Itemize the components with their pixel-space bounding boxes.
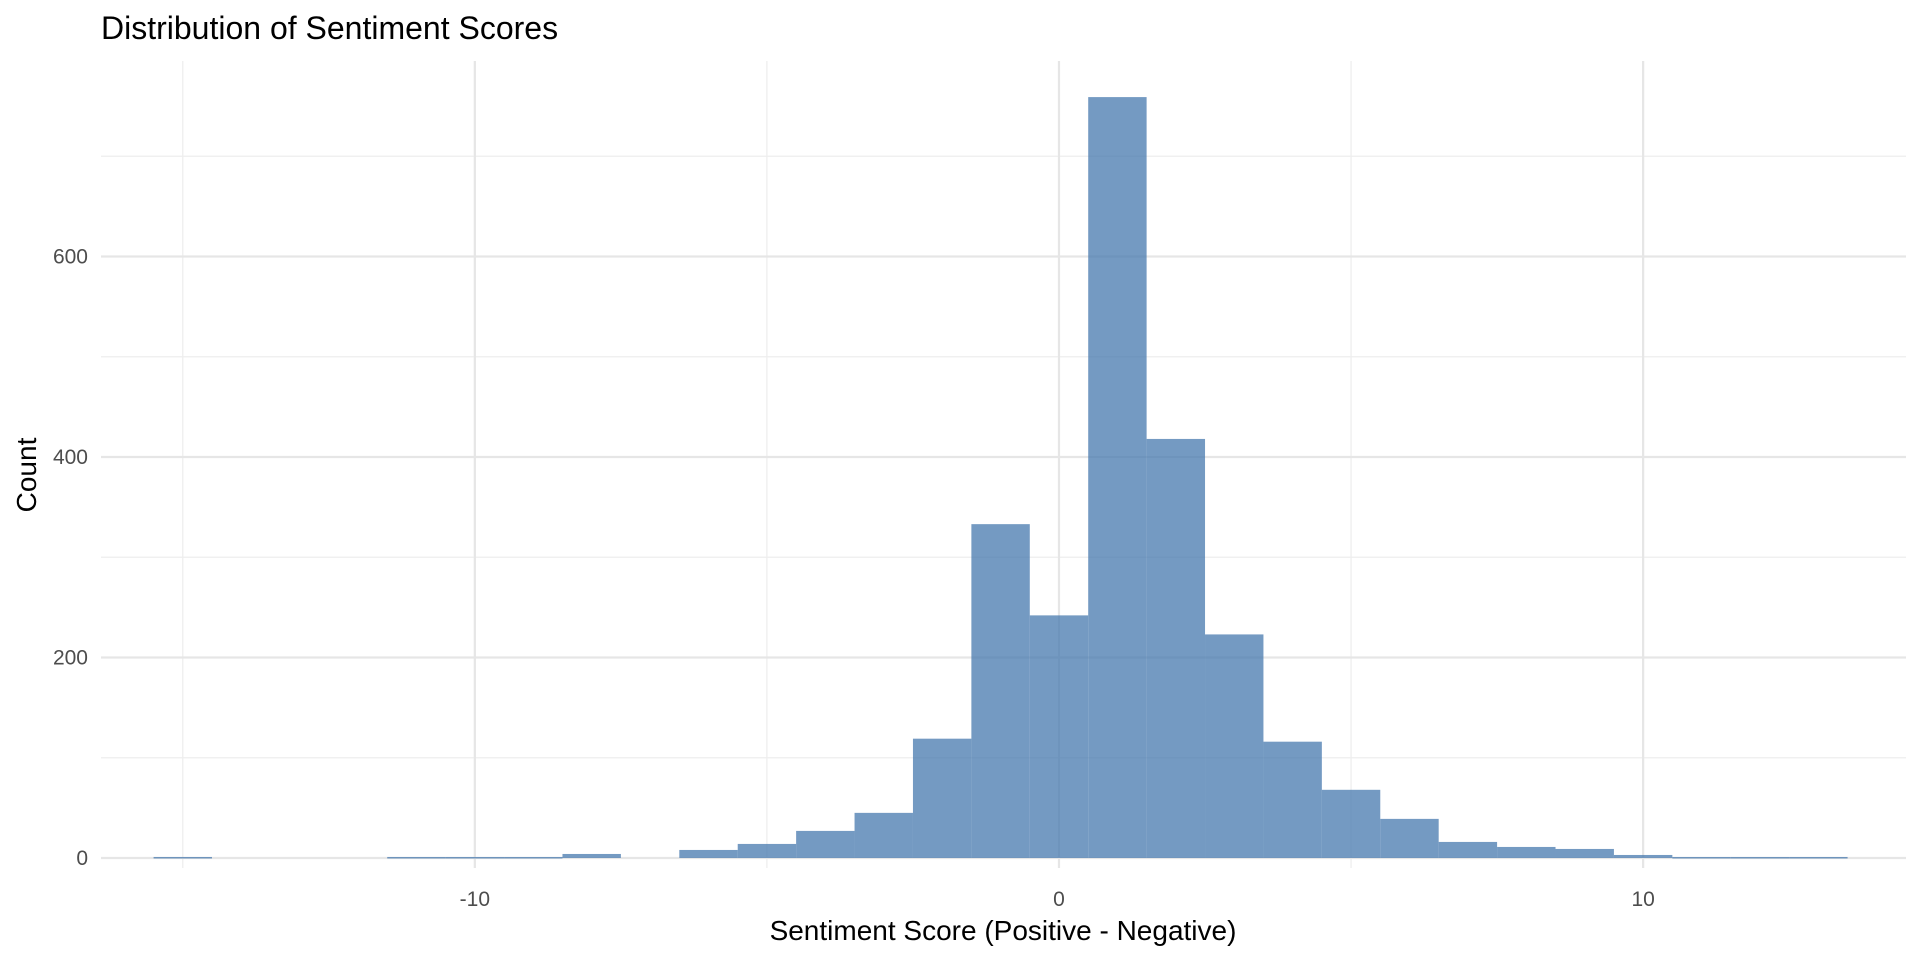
histogram-bar-10 — [737, 843, 797, 858]
histogram-bar-21 — [1380, 818, 1439, 858]
histogram-bar-0 — [153, 856, 212, 859]
y-axis-ticks: 0 200 400 600 — [53, 245, 88, 869]
histogram-bar-14 — [971, 524, 1030, 858]
y-axis-title: Count — [11, 437, 42, 512]
y-tick-label-3: 600 — [53, 245, 88, 268]
histogram-bar-4 — [387, 856, 446, 859]
histogram-bar-18 — [1205, 634, 1264, 858]
chart-title: Distribution of Sentiment Scores — [101, 10, 558, 46]
histogram-bar-23 — [1497, 846, 1556, 858]
histogram-bar-26 — [1672, 856, 1731, 859]
y-tick-label-1: 200 — [53, 646, 88, 669]
histogram-bar-24 — [1555, 848, 1614, 858]
histogram-bar-27 — [1730, 856, 1790, 859]
y-tick-label-2: 400 — [53, 446, 88, 469]
x-tick-label-2: 10 — [1631, 888, 1654, 911]
histogram-bar-15 — [1029, 615, 1089, 858]
histogram-bar-6 — [504, 856, 563, 859]
histogram-bar-5 — [445, 856, 505, 859]
histogram-bar-22 — [1438, 841, 1498, 858]
histogram-bar-20 — [1321, 789, 1381, 858]
histogram-bar-7 — [562, 853, 621, 858]
x-tick-label-1: 0 — [1053, 888, 1065, 911]
histogram-bar-28 — [1789, 856, 1848, 859]
histogram-bar-19 — [1263, 741, 1322, 858]
histogram-bar-25 — [1613, 854, 1673, 858]
x-axis-ticks: -10 0 10 — [460, 888, 1655, 911]
histogram-bar-11 — [796, 830, 855, 858]
x-axis-title: Sentiment Score (Positive - Negative) — [770, 915, 1237, 946]
x-tick-label-0: -10 — [460, 888, 490, 911]
histogram-bar-12 — [854, 812, 913, 858]
histogram-bar-13 — [912, 738, 972, 858]
histogram-bars — [153, 97, 1848, 859]
histogram-bar-9 — [679, 849, 738, 858]
y-tick-label-0: 0 — [76, 847, 88, 870]
histogram-bar-16 — [1088, 97, 1147, 858]
histogram-bar-17 — [1146, 438, 1206, 858]
